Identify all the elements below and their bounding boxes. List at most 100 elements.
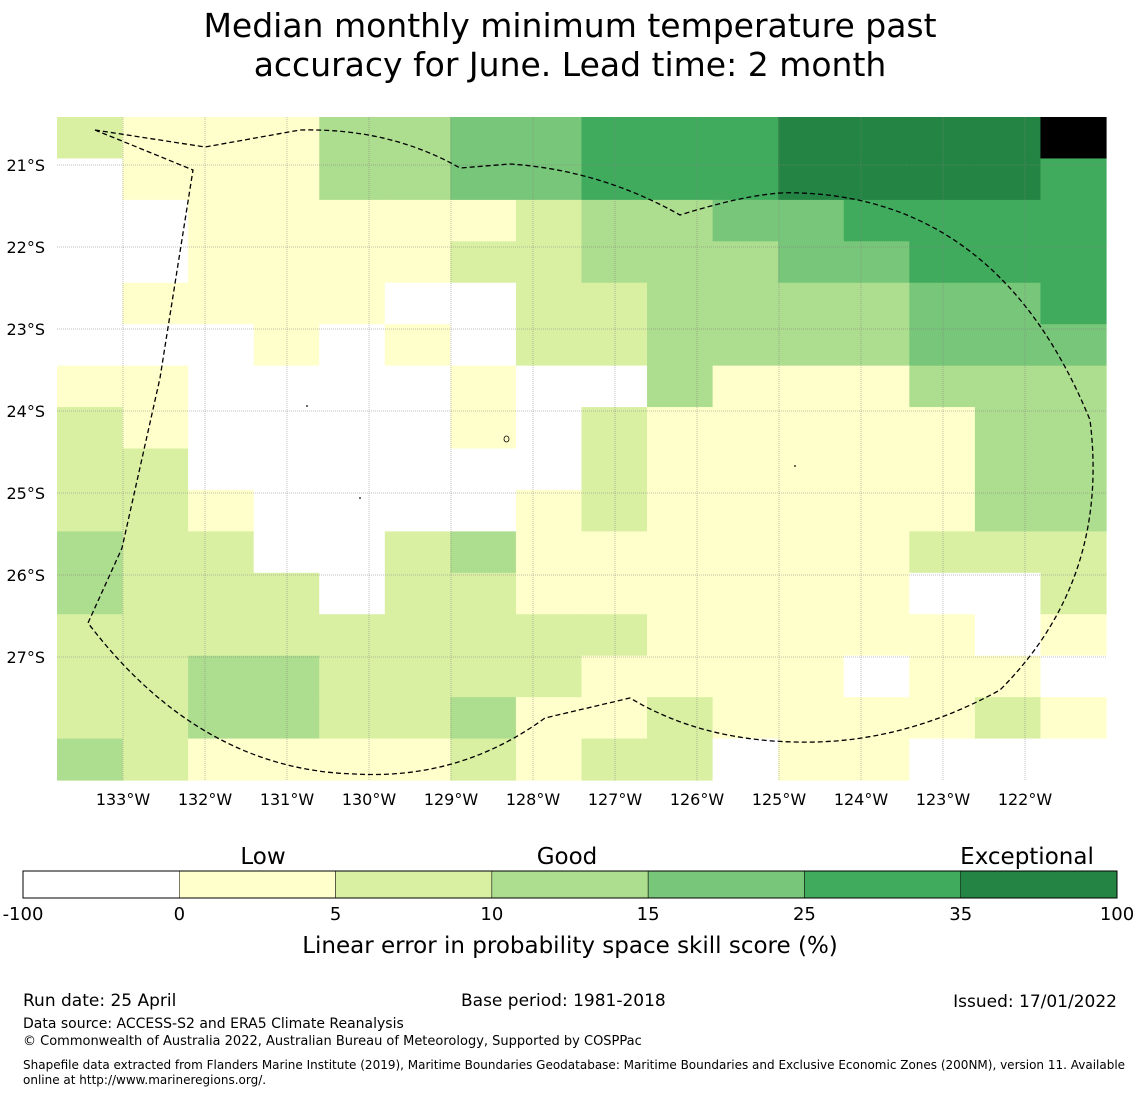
grid-cell	[384, 572, 451, 615]
grid-cell	[1040, 655, 1107, 698]
grid-cell	[57, 241, 124, 284]
grid-cell	[384, 614, 451, 657]
grid-cell	[778, 489, 845, 532]
latitude-label: 25°S	[6, 484, 45, 503]
grid-cell	[909, 158, 976, 201]
latitude-label: 21°S	[6, 156, 45, 175]
grid-cell	[1040, 117, 1107, 160]
colorbar-boundary-label: 100	[1100, 904, 1134, 925]
colorbar-boundary-label: -100	[3, 904, 44, 925]
grid-cell	[712, 117, 779, 160]
grid-cell	[122, 738, 189, 781]
grid-cell	[909, 572, 976, 615]
grid-cell	[843, 614, 910, 657]
grid-cell	[909, 365, 976, 408]
latitude-label: 23°S	[6, 320, 45, 339]
grid-cell	[581, 614, 648, 657]
grid-cell	[778, 117, 845, 160]
grid-cell	[1040, 241, 1107, 284]
grid-cell	[57, 572, 124, 615]
grid-cell	[122, 448, 189, 491]
grid-cell	[581, 738, 648, 781]
longitude-label: 132°W	[178, 790, 233, 809]
longitude-label: 128°W	[506, 790, 561, 809]
grid-cell	[188, 738, 255, 781]
grid-cell	[1040, 738, 1107, 781]
grid-cell	[712, 365, 779, 408]
grid-cell	[450, 738, 517, 781]
grid-cell	[712, 324, 779, 367]
grid-cell	[515, 697, 583, 740]
grid-cell	[253, 655, 320, 698]
latitude-tick-labels: 21°S 22°S 23°S 24°S 25°S 26°S 27°S	[6, 156, 45, 667]
grid-cell	[974, 324, 1042, 367]
grid-cell	[909, 489, 976, 532]
longitude-label: 131°W	[260, 790, 315, 809]
grid-cell	[647, 614, 714, 657]
grid-cell	[384, 448, 451, 491]
grid-cell	[319, 158, 386, 201]
grid-cell	[122, 572, 189, 615]
island-mark	[503, 435, 510, 443]
grid-cell	[515, 614, 583, 657]
grid-cell	[515, 531, 583, 574]
grid-cell	[712, 531, 779, 574]
grid-cell	[253, 241, 320, 284]
grid-cell	[974, 407, 1042, 450]
grid-cell	[974, 572, 1042, 615]
grid-cell	[647, 199, 714, 242]
grid-cell	[778, 365, 845, 408]
grid-cell	[647, 697, 714, 740]
colorbar-swatches	[22, 870, 1118, 899]
grid-cell	[450, 489, 517, 532]
grid-cell	[647, 117, 714, 160]
grid-cell	[647, 489, 714, 532]
grid-cell	[450, 448, 517, 491]
longitude-label: 122°W	[998, 790, 1053, 809]
grid-cell	[450, 697, 517, 740]
category-exceptional: Exceptional	[960, 844, 1094, 870]
grid-cell	[122, 282, 189, 325]
grid-cell	[450, 199, 517, 242]
grid-cell	[188, 572, 255, 615]
grid-cell	[515, 365, 583, 408]
grid-cell	[384, 407, 451, 450]
grid-cell	[188, 282, 255, 325]
grid-cell	[647, 738, 714, 781]
grid-cell	[515, 282, 583, 325]
colorbar-boundary-label: 25	[793, 904, 816, 925]
grid-cell	[843, 655, 910, 698]
grid-cell	[188, 158, 255, 201]
grid-cell	[843, 531, 910, 574]
grid-cell	[778, 407, 845, 450]
grid-cell	[974, 365, 1042, 408]
grid-cell	[974, 614, 1042, 657]
grid-cell	[843, 738, 910, 781]
grid-cell	[712, 572, 779, 615]
longitude-label: 127°W	[588, 790, 643, 809]
grid-cell	[450, 158, 517, 201]
grid-cell	[450, 241, 517, 284]
grid-cell	[778, 655, 845, 698]
grid-cell	[122, 614, 189, 657]
colorbar-swatch	[179, 870, 336, 899]
grid-cell	[712, 282, 779, 325]
colorbar-boundary-label: 0	[174, 904, 185, 925]
grid-cell	[1040, 324, 1107, 367]
latitude-label: 22°S	[6, 238, 45, 257]
grid-cell	[188, 489, 255, 532]
grid-cell	[843, 158, 910, 201]
grid-cell	[450, 324, 517, 367]
grid-cell	[909, 324, 976, 367]
grid-cell	[581, 531, 648, 574]
grid-cell	[1040, 407, 1107, 450]
grid-cell	[778, 614, 845, 657]
grid-cell	[188, 655, 255, 698]
grid-cell	[384, 117, 451, 160]
grid-cell	[253, 531, 320, 574]
grid-cell	[843, 282, 910, 325]
grid-cell	[122, 655, 189, 698]
grid-cell	[319, 117, 386, 160]
grid-cell	[974, 697, 1042, 740]
